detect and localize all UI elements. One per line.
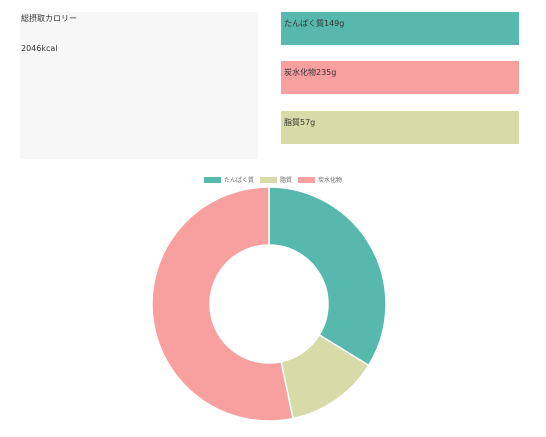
carb-label: 炭水化物 (284, 68, 316, 77)
donut-slice-0[interactable] (268, 186, 387, 367)
protein-card: たんぱく質149g (281, 12, 519, 45)
total-calorie-card: 総摂取カロリー 2046kcal (20, 12, 258, 159)
legend-label: たんぱく質 (223, 177, 254, 184)
carb-value: 235g (316, 68, 337, 77)
fat-card: 脂質57g (281, 111, 519, 144)
protein-value: 149g (324, 19, 345, 28)
legend-swatch (203, 176, 221, 183)
legend-item-2[interactable]: 炭水化物 (298, 175, 342, 184)
legend-item-1[interactable]: 脂質 (259, 175, 292, 184)
chart-legend: たんぱく質 脂質 炭水化物 (0, 175, 546, 184)
legend-label: 脂質 (279, 177, 292, 184)
legend-label: 炭水化物 (318, 177, 343, 184)
legend-item-0[interactable]: たんぱく質 (203, 175, 254, 184)
total-calorie-label: 総摂取カロリー (21, 14, 77, 23)
total-calorie-value: 2046kcal (21, 44, 58, 53)
fat-label: 脂質 (284, 118, 300, 127)
carb-card: 炭水化物235g (281, 61, 519, 94)
legend-swatch (298, 176, 315, 183)
legend-swatch (259, 176, 277, 183)
protein-label: たんぱく質 (284, 19, 324, 28)
fat-value: 57g (300, 118, 316, 127)
donut-slice-2[interactable] (151, 186, 294, 422)
